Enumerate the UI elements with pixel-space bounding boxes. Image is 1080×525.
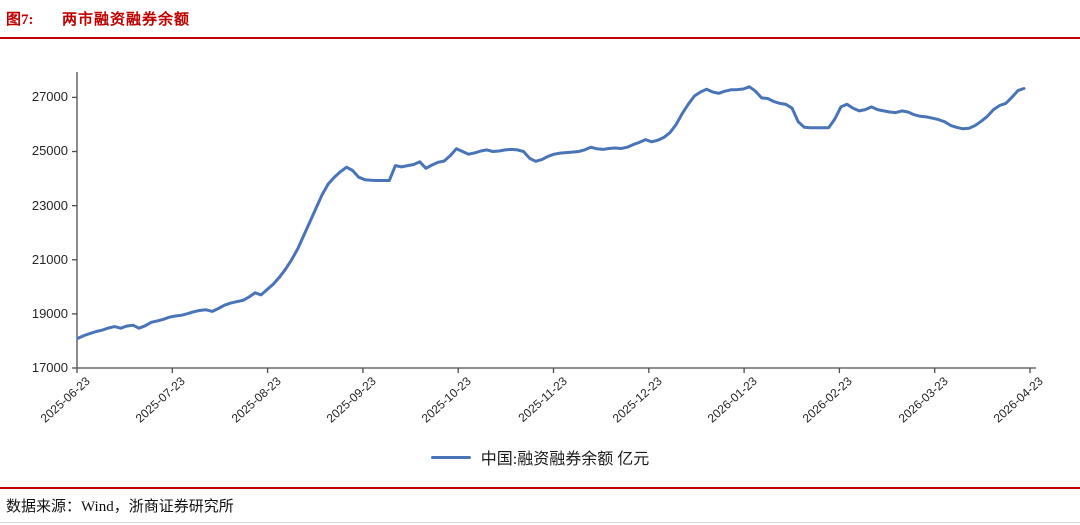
figure-title: 两市融资融券余额 (62, 12, 191, 28)
legend-line-swatch-icon (430, 455, 471, 459)
figure-number-label: 图7: (6, 12, 34, 28)
y-axis-label: 19000 (31, 306, 68, 321)
title-divider-rule (0, 37, 1080, 39)
y-axis-label: 23000 (31, 198, 68, 213)
y-axis-label: 27000 (31, 89, 68, 104)
data-source-note: 数据来源：Wind，浙商证券研究所 (6, 499, 234, 515)
y-axis-label: 25000 (31, 143, 68, 158)
footer-divider-rule (0, 487, 1080, 489)
y-axis-label: 17000 (31, 360, 68, 375)
page-bottom-rule (0, 522, 1080, 523)
legend-series-label: 中国:融资融券余额 亿元 (480, 451, 650, 468)
y-axis-label: 21000 (31, 252, 68, 267)
chart-legend: 中国:融资融券余额 亿元 (0, 446, 1080, 468)
